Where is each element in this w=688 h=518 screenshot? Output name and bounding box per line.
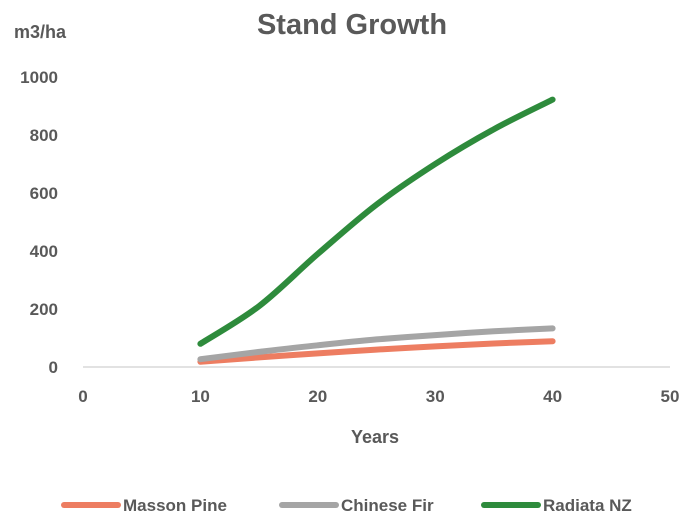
x-tick-label: 40: [543, 387, 562, 406]
series-line-masson-pine: [197, 338, 556, 365]
x-tick-labels: 0 10 20 30 40 50: [78, 387, 679, 406]
series-line-radiata-nz: [197, 96, 556, 347]
legend: Masson Pine Chinese Fir Radiata NZ: [61, 496, 632, 515]
y-tick-label: 1000: [20, 68, 58, 87]
x-tick-label: 10: [191, 387, 210, 406]
y-tick-label: 200: [30, 300, 58, 319]
x-tick-label: 30: [426, 387, 445, 406]
y-tick-label: 600: [30, 184, 58, 203]
series-lines: [197, 96, 556, 365]
y-tick-label: 800: [30, 126, 58, 145]
x-tick-label: 0: [78, 387, 87, 406]
x-tick-label: 20: [308, 387, 327, 406]
y-tick-labels: 0 200 400 600 800 1000: [20, 68, 58, 377]
series-line-chinese-fir: [197, 325, 556, 363]
legend-label-radiata-nz: Radiata NZ: [543, 496, 632, 515]
x-tick-label: 50: [661, 387, 680, 406]
x-axis-title: Years: [351, 427, 399, 447]
legend-label-chinese-fir: Chinese Fir: [341, 496, 434, 515]
y-tick-label: 400: [30, 242, 58, 261]
y-axis-title: m3/ha: [14, 22, 67, 42]
legend-label-masson-pine: Masson Pine: [123, 496, 227, 515]
chart-title: Stand Growth: [257, 9, 447, 41]
y-tick-label: 0: [49, 358, 58, 377]
